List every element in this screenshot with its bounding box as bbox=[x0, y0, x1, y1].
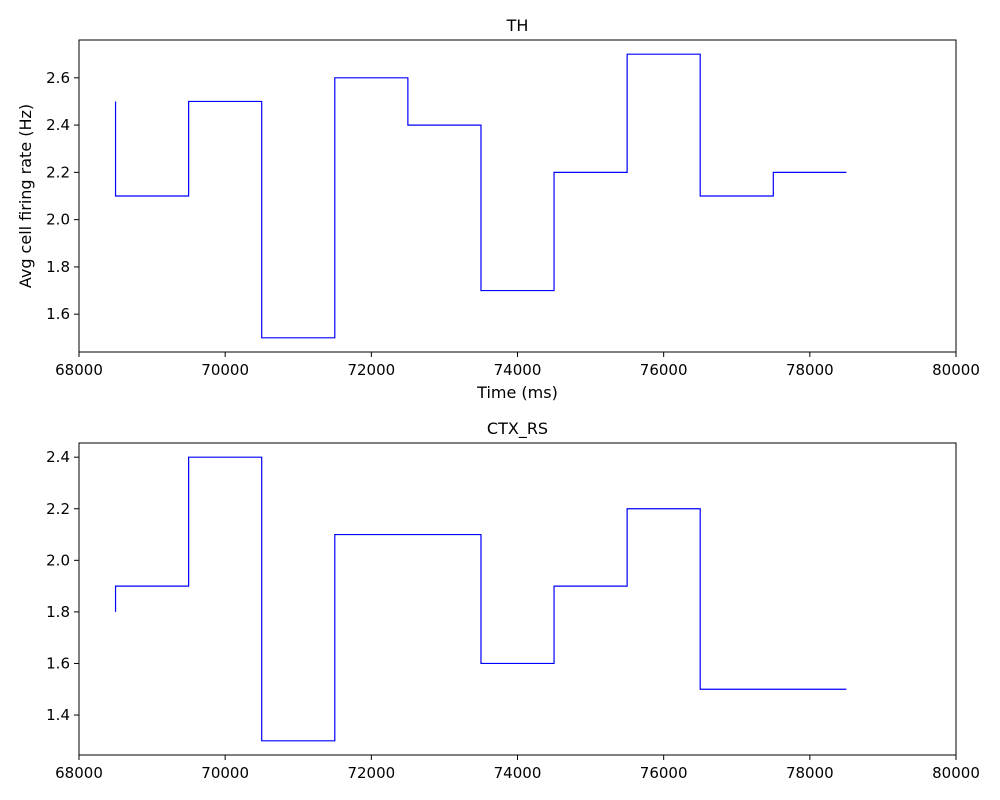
series-line-1-0 bbox=[114, 456, 847, 742]
y-axis-label: Avg cell firing rate (Hz) bbox=[16, 104, 35, 288]
x-axis-label: Time (ms) bbox=[476, 383, 558, 402]
y-tick-label: 1.8 bbox=[46, 603, 70, 621]
x-tick-label: 68000 bbox=[55, 764, 103, 782]
chart-title: CTX_RS bbox=[487, 419, 548, 439]
chart-panel-0: 68000 70000 72000 74000 76000 78000 80000 1.6 1.… bbox=[16, 16, 980, 402]
x-tick-label: 70000 bbox=[201, 764, 249, 782]
axes-frame bbox=[78, 39, 957, 353]
x-tick-label: 72000 bbox=[347, 361, 395, 379]
x-tick-label: 68000 bbox=[55, 361, 103, 379]
y-tick-label: 2.4 bbox=[46, 448, 70, 466]
y-tick-label: 1.4 bbox=[46, 706, 70, 724]
axes-frame bbox=[78, 442, 957, 756]
y-tick-label: 2.0 bbox=[46, 551, 70, 569]
y-tick-label: 1.6 bbox=[46, 654, 70, 672]
x-tick-label: 76000 bbox=[640, 764, 688, 782]
x-tick-label: 80000 bbox=[932, 361, 980, 379]
y-tick-label: 2.0 bbox=[46, 211, 70, 229]
y-tick-label: 1.6 bbox=[46, 305, 70, 323]
series-line-0-0 bbox=[114, 53, 847, 339]
x-tick-label: 72000 bbox=[347, 764, 395, 782]
chart-panel-1: 68000 70000 72000 74000 76000 78000 80000 1.4 1.… bbox=[46, 419, 980, 782]
x-tick-label: 78000 bbox=[786, 361, 834, 379]
y-tick-label: 2.2 bbox=[46, 163, 70, 181]
x-tick-label: 76000 bbox=[640, 361, 688, 379]
x-tick-label: 74000 bbox=[494, 361, 542, 379]
x-tick-label: 70000 bbox=[201, 361, 249, 379]
x-tick-label: 80000 bbox=[932, 764, 980, 782]
y-tick-label: 2.2 bbox=[46, 500, 70, 518]
x-tick-label: 78000 bbox=[786, 764, 834, 782]
chart-title: TH bbox=[506, 16, 529, 35]
y-tick-label: 1.8 bbox=[46, 258, 70, 276]
y-tick-label: 2.6 bbox=[46, 69, 70, 87]
y-tick-label: 2.4 bbox=[46, 116, 70, 134]
x-tick-label: 74000 bbox=[494, 764, 542, 782]
